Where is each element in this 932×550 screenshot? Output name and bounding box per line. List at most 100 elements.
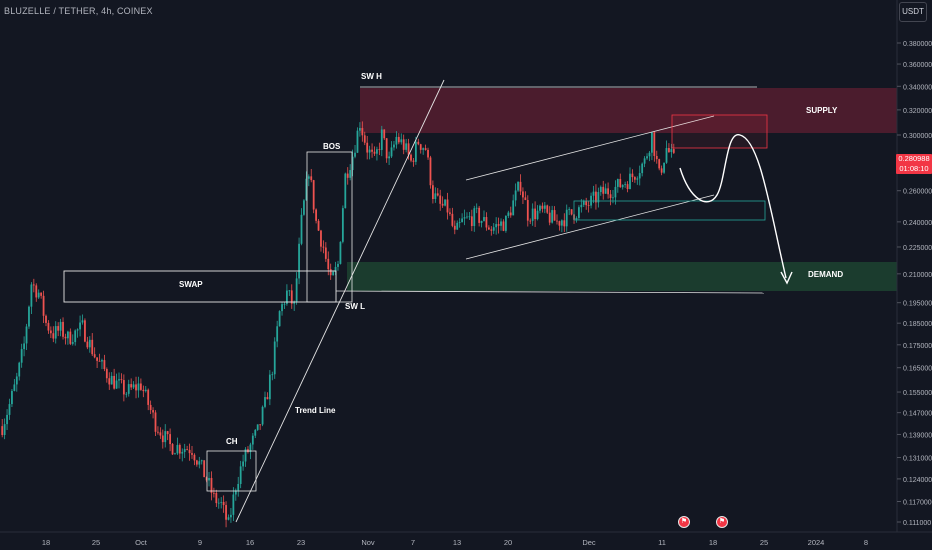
candle-body <box>663 162 665 173</box>
candle-body <box>256 424 259 430</box>
demand-zone <box>347 262 897 291</box>
candle-body <box>672 149 675 153</box>
candle-body <box>74 330 77 343</box>
candle-body <box>475 207 478 209</box>
candle-body <box>59 321 62 331</box>
candle-body <box>183 449 186 452</box>
flag-icon[interactable]: ⚑ <box>678 516 690 528</box>
candle-body <box>295 278 298 302</box>
candle-body <box>529 220 532 222</box>
candle-body <box>186 449 189 450</box>
candle-body <box>434 193 437 200</box>
candle-body <box>281 304 283 312</box>
candle-body <box>203 460 206 478</box>
candle-body <box>169 434 171 445</box>
candle-body <box>616 179 619 187</box>
candle-body <box>40 292 43 296</box>
candle-body <box>436 193 439 196</box>
candle-body <box>463 217 466 219</box>
candle-body <box>307 176 310 179</box>
candle-body <box>84 320 86 342</box>
candle-body <box>13 384 16 391</box>
candle-body <box>28 306 30 327</box>
flag-icon[interactable]: ⚑ <box>716 516 728 528</box>
support-box <box>573 200 766 221</box>
candle-body <box>490 229 493 231</box>
candle-body <box>174 453 176 455</box>
candle-body <box>548 212 551 223</box>
candle-body <box>461 218 463 223</box>
candle-body <box>1 426 4 435</box>
candle-body <box>407 143 410 155</box>
candle-body <box>210 477 213 493</box>
candle-body <box>42 295 45 316</box>
candle-body <box>191 453 193 455</box>
candle-body <box>264 397 266 407</box>
candle-body <box>480 220 483 223</box>
candle-body <box>176 444 179 454</box>
candle-body <box>400 139 403 143</box>
candle-body <box>271 374 274 376</box>
candle-body <box>23 343 25 350</box>
last-price-value: 0.280988 <box>898 154 930 163</box>
candle-body <box>79 322 81 330</box>
candle-body <box>261 406 264 425</box>
price-tick-label: 0.165000 <box>903 366 932 373</box>
candle-body <box>626 184 629 190</box>
candle-body <box>101 360 103 362</box>
candle-body <box>395 136 398 145</box>
candle-body <box>32 284 35 286</box>
candle-body <box>18 362 21 377</box>
candle-body <box>641 163 644 174</box>
candle-body <box>558 221 561 226</box>
candle-body <box>497 224 500 226</box>
candle-body <box>643 158 646 164</box>
candle-body <box>115 380 118 389</box>
annotation-label: SWAP <box>179 280 203 289</box>
candle-body <box>385 138 388 159</box>
candle-body <box>522 191 524 198</box>
candle-body <box>495 224 498 228</box>
candle-body <box>575 217 578 220</box>
candle-body <box>449 212 451 214</box>
candle-body <box>64 336 67 339</box>
candle-body <box>509 212 512 216</box>
candle-body <box>429 157 432 186</box>
projection-arrowhead <box>780 271 793 285</box>
candle-body <box>604 188 607 194</box>
candle-body <box>161 435 164 443</box>
candle-body <box>565 209 568 227</box>
candle-body <box>424 148 427 150</box>
candle-body <box>580 204 583 208</box>
currency-button[interactable]: USDT <box>899 2 927 22</box>
time-tick-label: 7 <box>411 538 415 547</box>
candle-body <box>76 329 79 331</box>
candle-body <box>612 197 614 199</box>
candle-body <box>468 216 471 218</box>
time-tick-label: 2024 <box>808 538 825 547</box>
supply-zone <box>360 88 897 133</box>
candle-body <box>585 200 588 206</box>
candle-body <box>587 205 590 206</box>
candle-body <box>254 429 257 436</box>
candle-body <box>237 483 240 491</box>
candle-body <box>417 141 420 145</box>
candle-body <box>402 139 405 150</box>
price-tick-label: 0.360000 <box>903 62 932 69</box>
time-tick-label: 13 <box>453 538 461 547</box>
candle-body <box>390 147 393 157</box>
candle-body <box>363 135 366 143</box>
candle-body <box>324 247 327 259</box>
candle-body <box>602 186 605 194</box>
candle-body <box>215 492 218 504</box>
candle-body <box>322 246 325 248</box>
candle-body <box>614 186 617 198</box>
price-tick-label: 0.185000 <box>903 321 932 328</box>
candle-body <box>300 214 303 244</box>
bar-countdown: 01:08:10 <box>899 164 929 173</box>
candle-body <box>244 449 247 462</box>
candle-body <box>259 424 262 426</box>
candle-body <box>159 432 162 436</box>
candle-body <box>20 349 23 363</box>
